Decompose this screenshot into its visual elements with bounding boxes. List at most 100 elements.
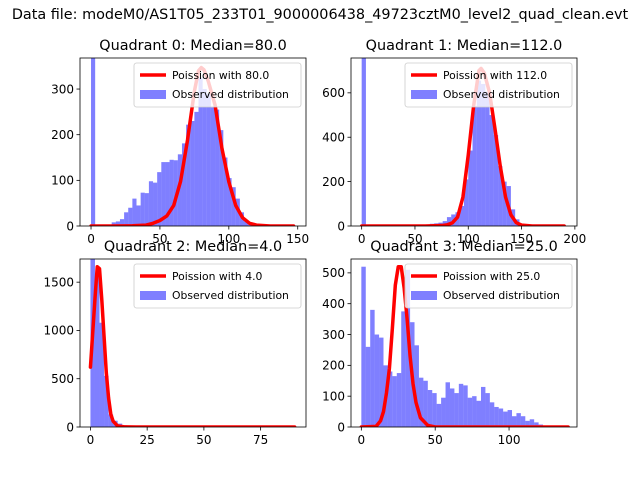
quadrant-0-bar-13 bbox=[144, 193, 149, 226]
quadrant-0-xtick-label-3: 150 bbox=[286, 232, 309, 246]
quadrant-0-bar-10 bbox=[132, 198, 137, 226]
quadrant-3-bar-2 bbox=[370, 309, 375, 427]
quadrant-0-xtick-label-0: 0 bbox=[87, 232, 95, 246]
quadrant-1-bar-24 bbox=[464, 179, 469, 226]
quadrant-2-bar-4 bbox=[108, 414, 114, 427]
quadrant-2-xtick-label-0: 0 bbox=[87, 433, 95, 447]
quadrant-1-bar-31 bbox=[493, 135, 499, 226]
quadrant-3-xtick-label-1: 50 bbox=[428, 433, 443, 447]
quadrant-1-xtick-label-2: 100 bbox=[457, 232, 480, 246]
quadrant-3-ytick-label-1: 100 bbox=[322, 389, 345, 403]
quadrant-2-legend-bar-label: Observed distribution bbox=[172, 289, 289, 302]
quadrant-0-bar-12 bbox=[140, 192, 145, 226]
quadrant-3-bar-13 bbox=[418, 377, 424, 427]
quadrant-3-bar-28 bbox=[485, 393, 490, 427]
quadrant-3-bar-19 bbox=[445, 382, 450, 427]
quadrant-2-ytick-label-3: 1500 bbox=[43, 275, 74, 289]
quadrant-0-bar-9 bbox=[128, 207, 133, 226]
quadrant-1-xtick-label-4: 200 bbox=[563, 232, 586, 246]
quadrant-0-bar-30 bbox=[215, 109, 220, 226]
quadrant-3-bar-3 bbox=[374, 334, 380, 427]
quadrant-1-ytick-label-0: 0 bbox=[337, 219, 345, 233]
quadrant-0-bar-28 bbox=[206, 93, 211, 226]
quadrant-3-poisson-curve bbox=[359, 264, 570, 427]
quadrant-1-bar-20 bbox=[446, 217, 452, 226]
quadrant-1-ytick-label-2: 400 bbox=[322, 131, 345, 145]
quadrant-0-bar-5 bbox=[111, 222, 116, 226]
quadrant-0-bar-22 bbox=[181, 143, 187, 226]
quadrant-0-bar-6 bbox=[115, 221, 120, 226]
quadrant-0-bar-15 bbox=[153, 182, 158, 226]
quadrant-3-bar-31 bbox=[498, 408, 504, 427]
quadrant-0-bar-31 bbox=[219, 130, 224, 226]
quadrant-0-bar-14 bbox=[148, 181, 154, 226]
quadrant-2-ytick-label-0: 0 bbox=[66, 420, 74, 434]
quadrant-0-bar-21 bbox=[177, 154, 182, 226]
quadrant-3-bar-30 bbox=[494, 406, 499, 427]
quadrant-3-title: Quadrant 3: Median=25.0 bbox=[370, 239, 558, 255]
quadrant-1-bar-25 bbox=[468, 150, 473, 226]
quadrant-2-legend-bar-swatch bbox=[140, 291, 166, 300]
quadrant-0-bar-11 bbox=[136, 205, 141, 226]
quadrant-2-panel: Quadrant 2: Median=4.0 0 25 50 75 0 500 1000 150… bbox=[43, 239, 307, 447]
quadrant-1-bar-29 bbox=[485, 91, 490, 226]
quadrant-2-xtick-label-2: 50 bbox=[196, 433, 211, 447]
quadrant-1-bar-23 bbox=[459, 206, 464, 226]
quadrant-0-bar-25 bbox=[194, 111, 199, 226]
quadrant-2-bar-1 bbox=[94, 276, 100, 427]
quadrant-1-ytick-label-3: 600 bbox=[322, 86, 345, 100]
quadrant-0-bar-33 bbox=[227, 178, 232, 226]
quadrant-3-ytick-label-2: 200 bbox=[322, 359, 345, 373]
quadrant-3-bar-38 bbox=[529, 419, 535, 427]
quadrant-0-bar-19 bbox=[169, 159, 174, 226]
quadrant-3-bar-29 bbox=[489, 402, 495, 427]
quadrant-2-ytick-label-2: 1000 bbox=[43, 324, 74, 338]
quadrant-2-bar-3 bbox=[104, 375, 109, 427]
quadrant-3-legend-box bbox=[404, 263, 573, 309]
quadrant-0-legend-curve-label: Poission with 80.0 bbox=[172, 69, 269, 82]
quadrant-1-xtick-label-0: 0 bbox=[358, 232, 366, 246]
quadrant-1-xtick-label-1: 50 bbox=[407, 232, 422, 246]
quadrant-3-ytick-label-0: 0 bbox=[337, 420, 345, 434]
quadrant-0-ytick-label-3: 300 bbox=[51, 82, 74, 96]
quadrant-2-legend: Poission with 4.0 Observed distribution bbox=[133, 263, 302, 309]
quadrant-3-bar-7 bbox=[392, 376, 397, 427]
quadrant-1-bar-33 bbox=[502, 181, 507, 226]
quadrant-2-xtick-label-3: 75 bbox=[253, 433, 268, 447]
quadrant-0-title: Quadrant 0: Median=80.0 bbox=[99, 38, 287, 54]
quadrant-3-bar-39 bbox=[534, 422, 539, 427]
quadrant-1-panel: Quadrant 1: Median=112.0 0 50 100 150 200 0 200… bbox=[322, 38, 586, 246]
quadrant-0-bar-7 bbox=[119, 219, 125, 226]
quadrant-1-bar-28 bbox=[481, 83, 486, 226]
quadrant-1-bar-26 bbox=[472, 106, 477, 226]
quadrant-3-bar-33 bbox=[507, 410, 513, 427]
quadrant-2-xtick-label-1: 25 bbox=[140, 433, 155, 447]
quadrant-3-bar-25 bbox=[472, 396, 477, 427]
quadrant-1-legend: Poission with 112.0 Observed distribution bbox=[404, 62, 573, 108]
quadrant-3-legend: Poission with 25.0 Observed distribution bbox=[404, 263, 573, 309]
quadrant-2-legend-box bbox=[133, 263, 302, 309]
quadrant-0-bar-0 bbox=[91, 58, 96, 226]
quadrant-0-bar-26 bbox=[198, 77, 203, 226]
quadrant-3-ytick-label-5: 500 bbox=[322, 266, 345, 280]
quadrant-3-bar-23 bbox=[463, 385, 468, 427]
quadrant-3-bar-15 bbox=[427, 390, 433, 427]
quadrant-3-bar-22 bbox=[458, 383, 464, 427]
quadrant-2-title: Quadrant 2: Median=4.0 bbox=[104, 239, 282, 255]
quadrant-3-ytick-label-3: 300 bbox=[322, 328, 345, 342]
quadrant-0-bar-8 bbox=[124, 212, 129, 226]
quadrant-1-bar-0 bbox=[361, 58, 366, 226]
quadrant-3-bar-1 bbox=[365, 346, 371, 427]
quadrant-3-panel: Quadrant 3: Median=25.0 0 50 100 0 100 200 300 4… bbox=[322, 239, 578, 447]
quadrant-1-xtick-label-3: 150 bbox=[510, 232, 533, 246]
quadrant-0-panel: Quadrant 0: Median=80.0 0 50 100 150 0 100 200 3… bbox=[51, 38, 309, 246]
quadrant-2-axes-frame bbox=[79, 258, 307, 428]
quadrant-0-legend-box bbox=[133, 62, 302, 108]
quadrant-3-bar-0 bbox=[361, 266, 366, 427]
quadrant-2-ytick-label-1: 500 bbox=[51, 372, 74, 386]
quadrant-3-xtick-label-2: 100 bbox=[498, 433, 521, 447]
quadrant-3-bar-14 bbox=[423, 380, 428, 427]
quadrant-1-ytick-label-1: 200 bbox=[322, 175, 345, 189]
quadrant-0-bar-38 bbox=[248, 224, 253, 226]
quadrant-3-bar-32 bbox=[503, 411, 508, 427]
